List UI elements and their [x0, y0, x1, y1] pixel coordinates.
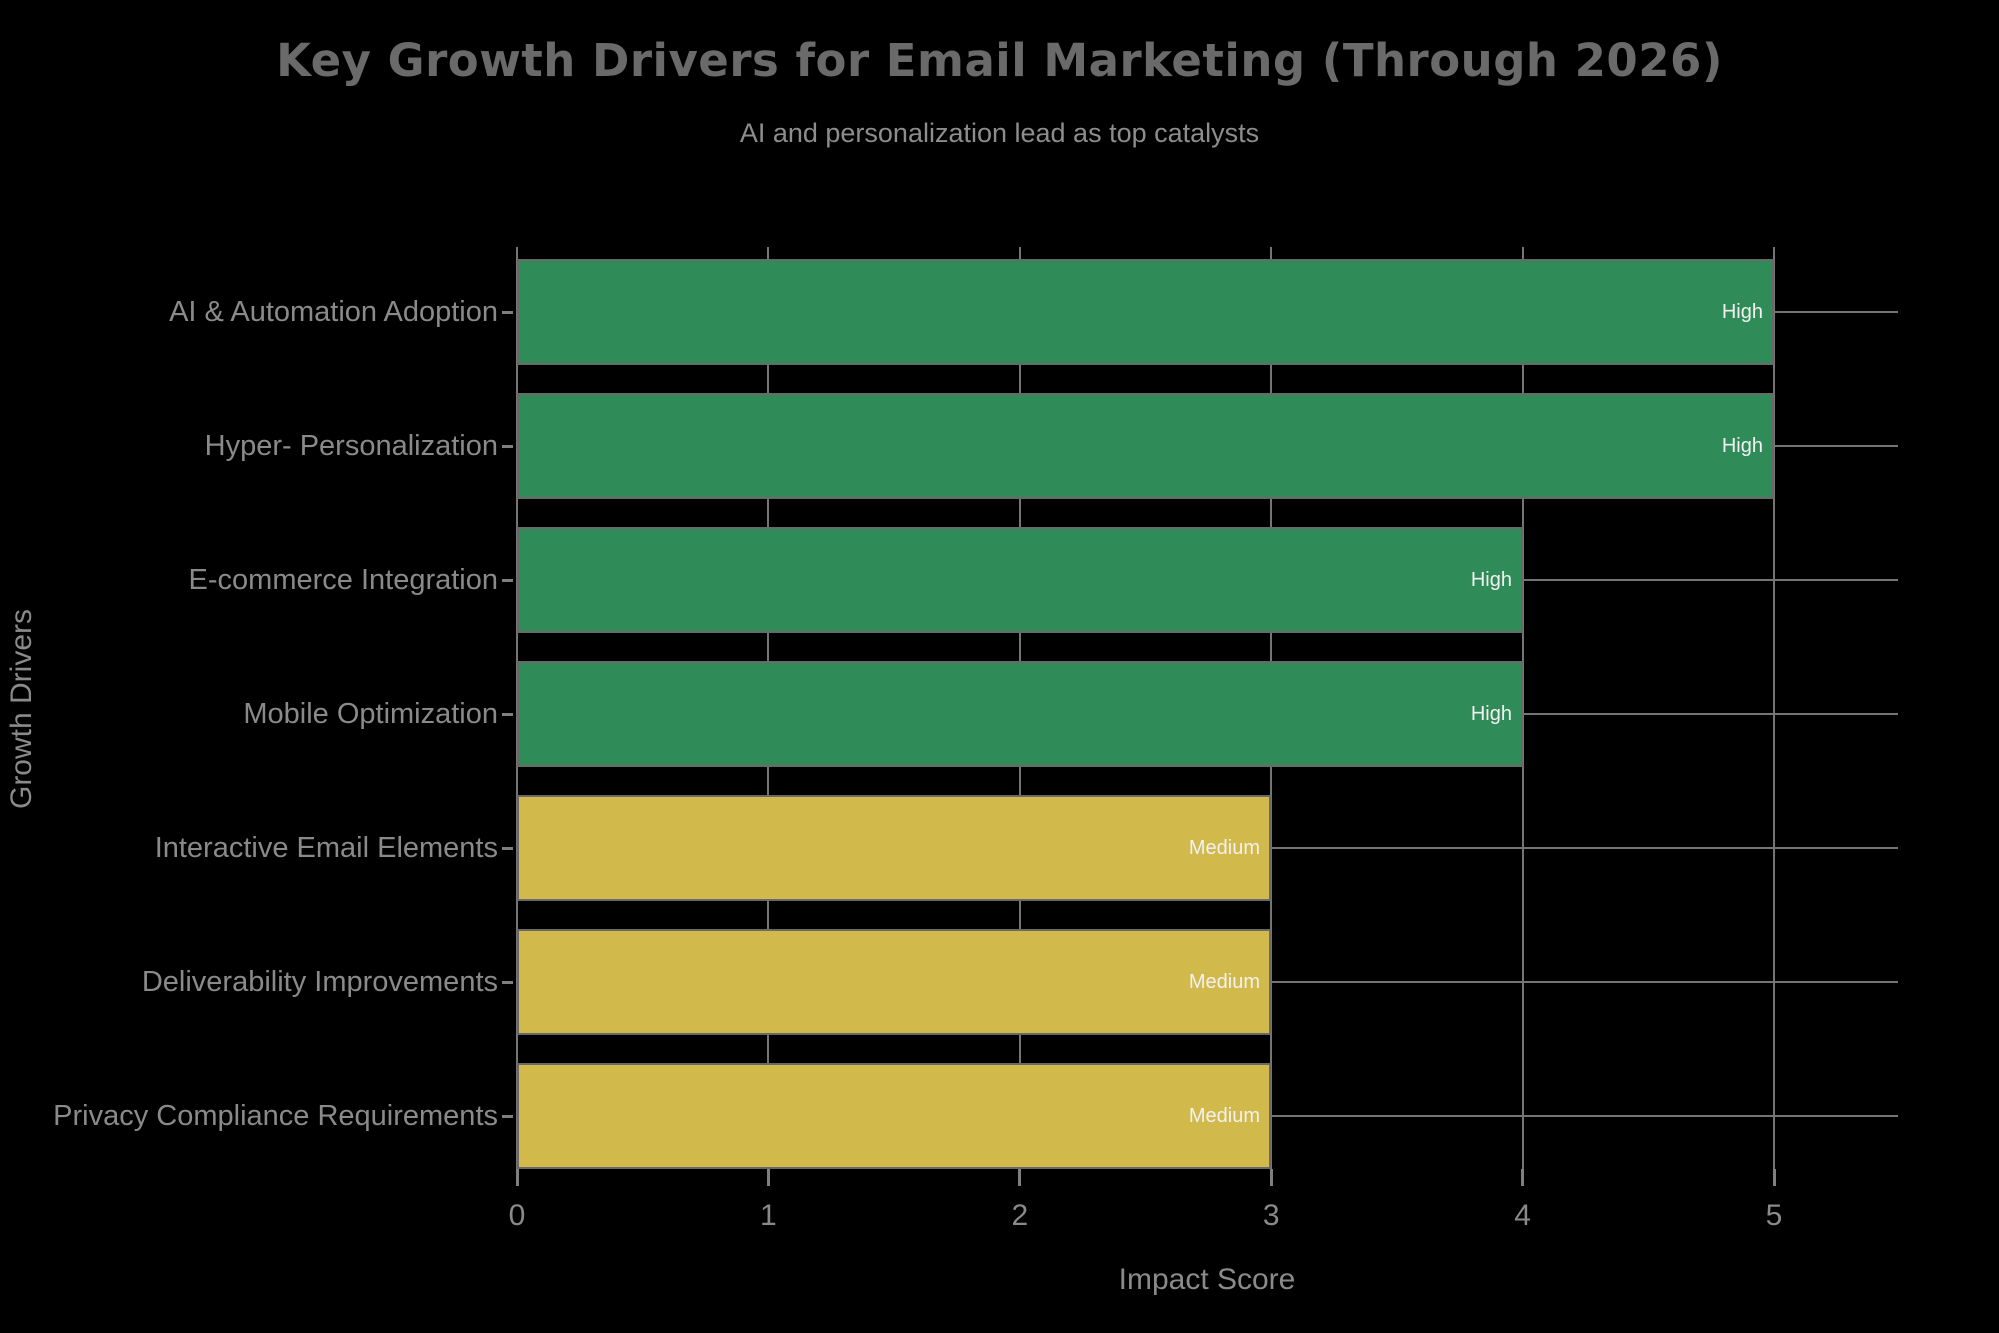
bar-value-label-ai-automation-adoption: High — [1721, 301, 1763, 323]
bar-deliverability-improvements: Medium — [517, 929, 1271, 1035]
category-label-interactive-email-elements: Interactive Email Elements — [154, 832, 498, 864]
bar-hyper-personalization: High — [517, 393, 1774, 499]
bar-e-commerce-integration: High — [517, 527, 1523, 633]
bar-mobile-optimization: High — [517, 661, 1523, 767]
bar-value-label-hyper-personalization: High — [1721, 435, 1763, 457]
x-tick-label-5: 5 — [1765, 1199, 1783, 1232]
category-label-ai-automation-adoption: AI & Automation Adoption — [169, 296, 498, 328]
x-axis-label: Impact Score — [1118, 1263, 1296, 1296]
x-tick-5 — [1772, 1169, 1776, 1186]
x-tick-label-1: 1 — [760, 1199, 777, 1232]
category-label-privacy-compliance-requirements: Privacy Compliance Requirements — [53, 1100, 498, 1132]
x-tick-label-4: 4 — [1514, 1199, 1531, 1232]
bar-ai-automation-adoption: High — [517, 259, 1774, 365]
x-tick-1 — [766, 1169, 770, 1186]
bar-value-label-e-commerce-integration: High — [1470, 569, 1512, 591]
x-tick-label-3: 3 — [1262, 1199, 1280, 1232]
x-tick-4 — [1521, 1169, 1525, 1186]
category-label-deliverability-improvements: Deliverability Improvements — [141, 966, 498, 998]
bar-value-label-deliverability-improvements: Medium — [1188, 971, 1260, 993]
category-label-mobile-optimization: Mobile Optimization — [243, 698, 498, 730]
y-tick-privacy-compliance-requirements — [502, 1114, 513, 1118]
y-tick-ai-automation-adoption — [502, 310, 513, 314]
bar-value-label-interactive-email-elements: Medium — [1188, 837, 1260, 859]
chart-subtitle: AI and personalization lead as top catal… — [739, 118, 1260, 148]
x-tick-2 — [1018, 1169, 1022, 1186]
x-tick-label-0: 0 — [508, 1199, 526, 1232]
category-label-hyper-personalization: Hyper- Personalization — [204, 430, 498, 462]
bar-value-label-mobile-optimization: High — [1470, 703, 1512, 725]
x-tick-0 — [515, 1169, 519, 1186]
bar-interactive-email-elements: Medium — [517, 795, 1271, 901]
y-tick-hyper-personalization — [502, 444, 513, 448]
bar-privacy-compliance-requirements: Medium — [517, 1063, 1271, 1169]
y-tick-e-commerce-integration — [502, 578, 513, 582]
y-axis-label: Growth Drivers — [5, 608, 38, 810]
y-tick-deliverability-improvements — [502, 980, 513, 984]
chart-title: Key Growth Drivers for Email Marketing (… — [276, 34, 1723, 87]
category-label-e-commerce-integration: E-commerce Integration — [188, 564, 498, 596]
y-tick-mobile-optimization — [502, 712, 513, 716]
vertical-gridline-5 — [1773, 247, 1775, 1169]
x-tick-label-2: 2 — [1011, 1199, 1029, 1232]
x-tick-3 — [1269, 1169, 1273, 1186]
bar-value-label-privacy-compliance-requirements: Medium — [1188, 1105, 1260, 1127]
y-tick-interactive-email-elements — [502, 846, 513, 850]
